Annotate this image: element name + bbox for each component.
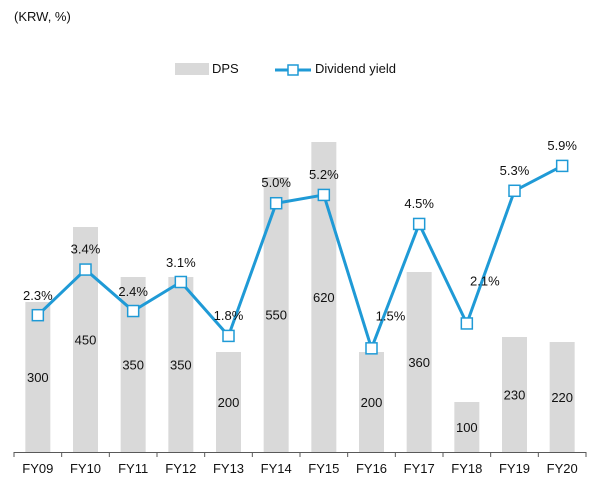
legend-line-swatch [275, 64, 311, 76]
yield-marker-FY20 [555, 159, 569, 173]
dps-bar-FY19 [502, 337, 527, 452]
yield-marker-FY15 [317, 188, 331, 202]
x-tick-label-FY11: FY11 [118, 461, 148, 476]
dps-label-FY10: 450 [75, 333, 97, 348]
yield-marker-FY11 [126, 304, 140, 318]
yield-label-FY19: 5.3% [500, 163, 530, 178]
dps-bar-FY18 [454, 402, 480, 452]
dps-label-FY19: 230 [504, 388, 526, 403]
dps-label-FY18: 100 [456, 420, 478, 435]
x-tick-label-FY20: FY20 [547, 461, 578, 476]
yield-marker-FY16 [365, 342, 378, 355]
yield-label-FY17: 4.5% [404, 196, 434, 211]
dps-label-FY09: 300 [27, 370, 49, 385]
yield-marker-FY09 [31, 308, 45, 322]
yield-marker-FY17 [412, 217, 426, 231]
yield-label-FY16: 1.5% [376, 308, 406, 323]
yield-marker-FY14 [269, 196, 283, 210]
yield-label-FY13: 1.8% [214, 308, 244, 323]
legend-bar-swatch [175, 63, 209, 75]
dps-label-FY17: 360 [408, 355, 430, 370]
dps-bar-FY17 [406, 272, 432, 452]
x-tick-label-FY12: FY12 [165, 461, 196, 476]
yield-label-FY10: 3.4% [71, 242, 101, 257]
yield-marker-FY12 [174, 275, 188, 289]
dps-label-FY14: 550 [265, 308, 287, 323]
yield-marker-FY19 [508, 184, 521, 198]
dividend-yield-line [36, 164, 563, 350]
x-tick-label-FY19: FY19 [499, 461, 530, 476]
dps-label-FY13: 200 [218, 395, 240, 410]
dps-bar-FY16 [359, 352, 384, 452]
x-tick-label-FY14: FY14 [261, 461, 292, 476]
x-tick-label-FY18: FY18 [451, 461, 482, 476]
yield-label-FY09: 2.3% [23, 288, 53, 303]
dps-bar-FY13 [216, 352, 241, 452]
yield-label-FY14: 5.0% [261, 175, 291, 190]
yield-label-FY18: 2.1% [470, 273, 500, 288]
dps-label-FY20: 220 [551, 390, 573, 405]
x-tick-label-FY13: FY13 [213, 461, 244, 476]
x-tick-label-FY17: FY17 [404, 461, 435, 476]
dps-label-FY12: 350 [170, 358, 192, 373]
dps-label-FY16: 200 [361, 395, 383, 410]
unit-label: (KRW, %) [14, 9, 71, 24]
yield-label-FY12: 3.1% [166, 255, 196, 270]
legend-label-yield: Dividend yield [315, 61, 396, 76]
dps-bar-FY20 [549, 342, 575, 452]
x-tick-label-FY15: FY15 [308, 461, 339, 476]
dps-bar-FY12 [168, 277, 194, 452]
yield-label-FY20: 5.9% [547, 138, 577, 153]
yield-label-FY11: 2.4% [118, 284, 148, 299]
yield-label-FY15: 5.2% [309, 167, 339, 182]
yield-marker-FY10 [79, 263, 92, 276]
x-tick-label-FY09: FY09 [22, 461, 53, 476]
dps-bar-FY09 [25, 302, 51, 452]
dps-label-FY15: 620 [313, 290, 335, 305]
yield-marker-FY18 [460, 317, 474, 330]
x-tick-label-FY10: FY10 [70, 461, 101, 476]
dps-label-FY11: 350 [122, 358, 144, 373]
yield-marker-FY13 [222, 329, 235, 343]
legend-label-dps: DPS [212, 61, 239, 76]
x-tick-label-FY16: FY16 [356, 461, 387, 476]
